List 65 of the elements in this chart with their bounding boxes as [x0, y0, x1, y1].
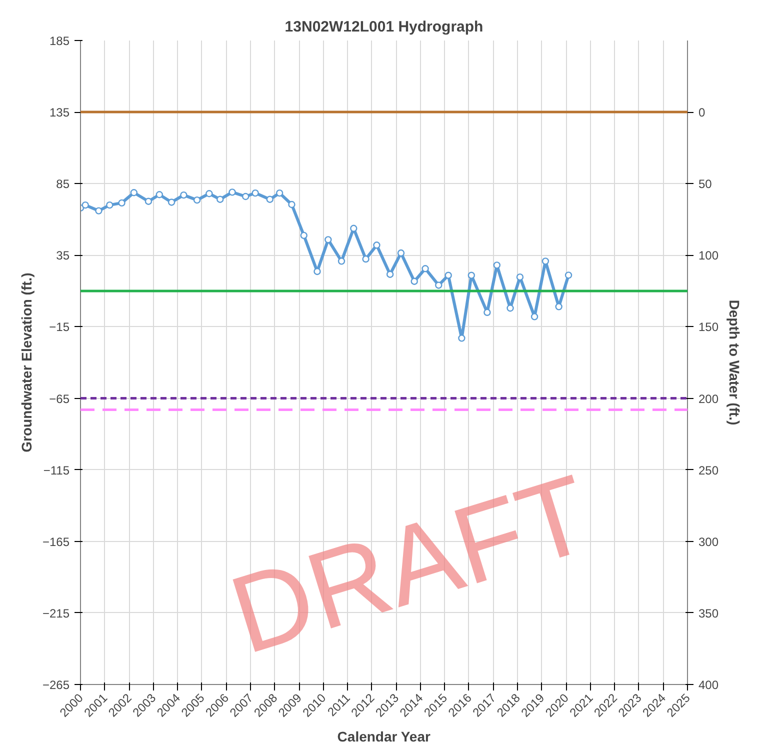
y-axis-title: Groundwater Elevation (ft.) [18, 272, 34, 452]
point [206, 190, 213, 198]
point [252, 189, 259, 197]
point [484, 308, 491, 316]
point [564, 272, 572, 279]
y2-tick-label: 250 [698, 463, 719, 478]
y2-tick-label: 100 [698, 248, 719, 263]
point [386, 270, 394, 278]
point [242, 192, 250, 200]
point [95, 207, 102, 214]
y-tick-label: −115 [43, 463, 70, 478]
point [397, 249, 405, 257]
point [338, 258, 346, 265]
point [106, 201, 114, 209]
point [542, 258, 550, 265]
point [362, 255, 370, 263]
y2-tick-label: 300 [698, 534, 719, 549]
y2-axis-title: Depth to Water (ft.) [726, 300, 743, 426]
y-tick-label: 85 [56, 177, 70, 192]
point [82, 201, 89, 209]
point [228, 188, 236, 196]
y2-tick-label: 150 [698, 320, 719, 334]
y-tick-label: 35 [56, 248, 70, 263]
y-tick-label: −265 [42, 678, 70, 692]
point [468, 272, 476, 279]
point [506, 304, 514, 312]
y-tick-label: −215 [42, 606, 70, 620]
point [300, 232, 308, 240]
y2-tick-label: 0 [698, 106, 706, 120]
point [324, 236, 332, 244]
point [288, 200, 296, 208]
point [435, 282, 442, 289]
x-axis-title: Calendar Year [337, 728, 431, 745]
point [458, 334, 466, 342]
y2-tick-label: 400 [698, 678, 719, 692]
chart-title: 13N02W12L001 Hydrograph [284, 18, 484, 36]
y-tick-label: −65 [49, 392, 70, 406]
y2-tick-label: 200 [698, 392, 719, 406]
y2-tick-label: 50 [698, 177, 712, 192]
y-tick-label: −15 [49, 320, 70, 334]
point [516, 273, 524, 281]
point [410, 278, 418, 285]
point [373, 242, 380, 249]
y-tick-label: 185 [49, 34, 70, 48]
point [180, 191, 188, 199]
point [350, 224, 358, 232]
point [266, 196, 274, 203]
point [144, 198, 152, 205]
point [530, 313, 538, 320]
y2-tick-label: 350 [698, 606, 719, 620]
point [555, 303, 562, 310]
y-tick-label: 135 [49, 106, 70, 120]
annotation: DRAFT [217, 452, 604, 678]
point [168, 198, 176, 206]
point [156, 191, 164, 198]
point [276, 189, 284, 197]
point [314, 268, 321, 276]
point [118, 199, 126, 207]
point [193, 196, 201, 204]
point [493, 262, 500, 269]
point [422, 265, 429, 272]
point [444, 272, 452, 279]
point [130, 189, 138, 196]
y-tick-label: −165 [42, 534, 70, 549]
point [216, 196, 224, 203]
